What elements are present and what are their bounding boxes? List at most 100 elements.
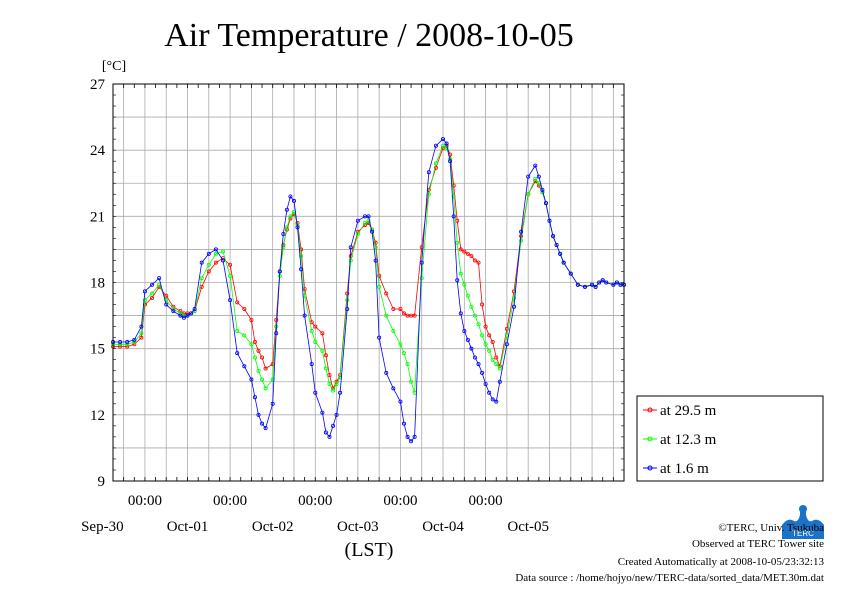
series-point <box>313 324 318 329</box>
series-point <box>462 249 467 254</box>
series-point <box>458 247 463 252</box>
series-point <box>327 434 332 439</box>
grid-lines <box>112 83 625 482</box>
x-date-tick-label: Sep-30 <box>81 519 124 535</box>
y-tick-label: 27 <box>90 77 106 93</box>
series-point <box>260 355 265 360</box>
series-point <box>526 174 531 179</box>
series-point <box>398 342 403 347</box>
footer-source: Data source : /home/hojyo/new/TERC-data/… <box>515 572 824 584</box>
footer-site: Observed at TERC Tower site <box>691 538 824 550</box>
series-point <box>235 329 240 334</box>
series-point <box>274 331 279 336</box>
series-point <box>370 229 375 234</box>
series-point <box>547 218 552 223</box>
series-point <box>323 430 328 435</box>
series-point <box>490 340 495 345</box>
series-point <box>469 346 474 351</box>
series-point <box>558 251 563 256</box>
series-point <box>462 282 467 287</box>
series-point <box>480 333 485 338</box>
series-point <box>455 240 460 245</box>
series-point <box>291 198 296 203</box>
series-point <box>256 368 261 373</box>
series-point <box>323 366 328 371</box>
series-point <box>526 192 531 197</box>
x-date-tick-label: Oct-01 <box>167 519 209 535</box>
series-lines <box>111 137 627 444</box>
y-tick-label: 12 <box>90 408 105 424</box>
series-point <box>164 302 169 307</box>
series-point <box>288 214 293 219</box>
series-point <box>348 258 353 263</box>
series-point <box>426 170 431 175</box>
series-point <box>213 260 218 265</box>
series-point <box>309 362 314 367</box>
series-point <box>494 399 499 404</box>
series-point <box>494 362 499 367</box>
series-point <box>458 271 463 276</box>
series-point <box>384 370 389 375</box>
logo-drop-icon <box>799 505 807 513</box>
series-point <box>256 412 261 417</box>
series-point <box>472 313 477 318</box>
series-point <box>551 234 556 239</box>
series-point <box>483 381 488 386</box>
legend: at 29.5 m at 12.3 m at 1.6 m <box>636 395 824 482</box>
series-point <box>476 322 481 327</box>
terc-logo: TERC <box>782 505 824 539</box>
series-point <box>206 251 211 256</box>
legend-swatch-marker <box>647 436 653 442</box>
series-point <box>178 309 183 314</box>
series-point <box>366 218 371 223</box>
series-point <box>132 337 137 342</box>
series-point <box>391 306 396 311</box>
series-point <box>221 258 226 263</box>
series-point <box>260 377 265 382</box>
series-point <box>419 260 424 265</box>
series-point <box>331 388 336 393</box>
series-point <box>540 187 545 192</box>
series-point <box>419 245 424 250</box>
x-date-tick-label: Oct-03 <box>337 519 379 535</box>
series-point <box>313 340 318 345</box>
series-point <box>295 225 300 230</box>
series-point <box>409 379 414 384</box>
series-point <box>320 348 325 353</box>
series-point <box>469 304 474 309</box>
series-point <box>469 254 474 259</box>
series-point <box>331 423 336 428</box>
logo-text: TERC <box>792 529 814 538</box>
series-point <box>309 329 314 334</box>
series-point <box>597 280 602 285</box>
chart-title: Air Temperature / 2008-10-05 <box>164 17 574 54</box>
series-point <box>178 311 183 316</box>
series-point <box>614 280 619 285</box>
series-point <box>263 426 268 431</box>
series-point <box>480 370 485 375</box>
series-point <box>384 313 389 318</box>
x-date-tick-label: Oct-02 <box>252 519 294 535</box>
series-point <box>476 362 481 367</box>
y-tick-label: 9 <box>98 474 106 490</box>
series-point <box>401 351 406 356</box>
series-point <box>348 245 353 250</box>
series-point <box>448 159 453 164</box>
series-point <box>366 214 371 219</box>
series-point <box>487 348 492 353</box>
series-point <box>554 243 559 248</box>
series-point <box>405 434 410 439</box>
series-point <box>228 298 233 303</box>
series-point <box>611 282 616 287</box>
series-line-0 <box>113 145 624 390</box>
series-point <box>451 214 456 219</box>
series-point <box>391 386 396 391</box>
x-time-tick-label: 00:00 <box>213 493 247 509</box>
y-tick-labels: 9 12 15 18 21 24 27 <box>90 77 106 490</box>
series-point <box>320 410 325 415</box>
series-point <box>494 355 499 360</box>
x-time-tick-label: 00:00 <box>128 493 162 509</box>
y-axis-unit: [°C] <box>102 59 126 74</box>
legend-label: at 1.6 m <box>660 461 709 477</box>
series-point <box>323 353 328 358</box>
